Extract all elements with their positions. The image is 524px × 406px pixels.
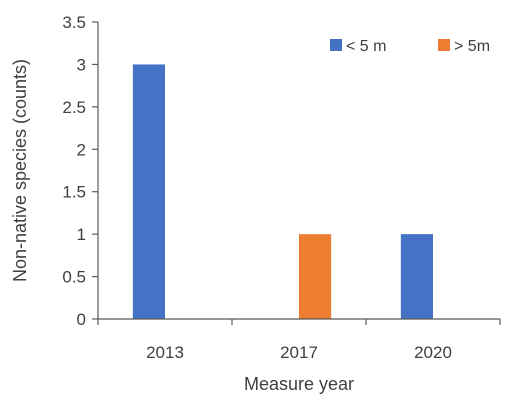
y-axis-title: Non-native species (counts) [10,59,30,282]
y-tick-label: 2 [77,140,86,159]
x-tick-label: 2013 [146,343,184,362]
y-tick-label: 3.5 [62,13,86,32]
y-tick-label: 2.5 [62,98,86,117]
y-tick-label: 1.5 [62,183,86,202]
y-tick-label: 0.5 [62,268,86,287]
y-tick-label: 3 [77,55,86,74]
legend-swatch [330,39,342,51]
bar-2017-series-1 [299,234,332,319]
legend: < 5 m > 5m [330,38,490,55]
y-axis-ticks: 0 0.5 1 1.5 2 2.5 3 3.5 [62,13,98,329]
x-tick-label: 2020 [414,343,452,362]
bar-2013-series-0 [132,64,165,319]
x-axis-ticks: 2013 2017 2020 [97,319,501,362]
y-tick-label: 0 [77,310,86,329]
y-tick-label: 1 [77,225,86,244]
bars [132,64,433,319]
legend-label: < 5 m [346,38,386,55]
legend-swatch [438,39,450,51]
x-axis-title: Measure year [244,374,354,394]
legend-label: > 5m [454,38,490,55]
bar-2020-series-0 [400,234,433,319]
x-tick-label: 2017 [280,343,318,362]
